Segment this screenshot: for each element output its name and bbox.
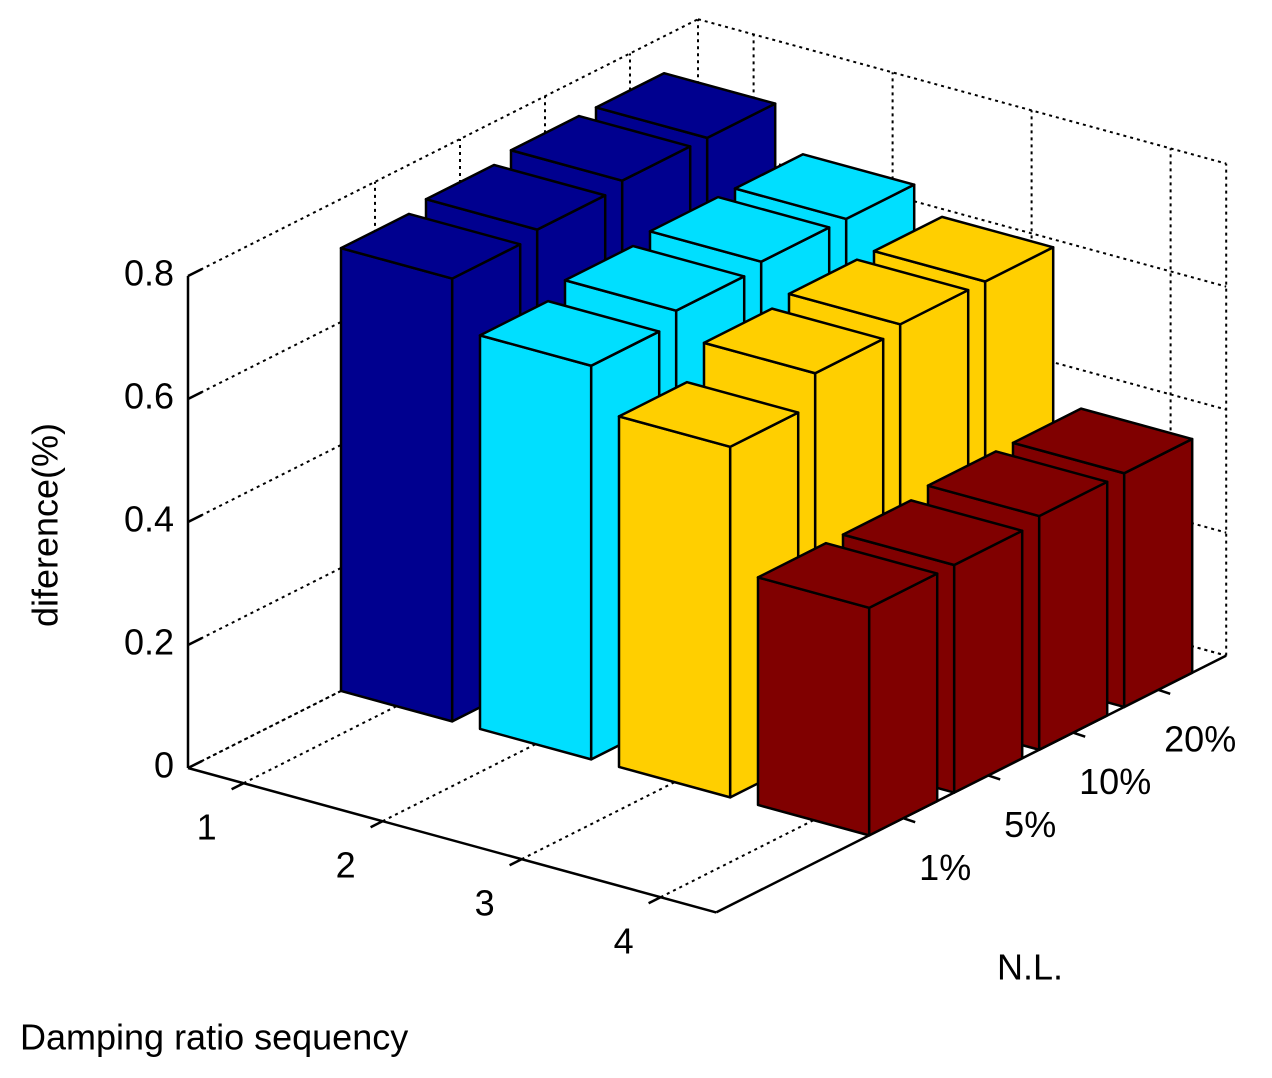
bar-front [617,415,732,799]
y-axis-label: N.L. [997,947,1063,988]
bar-top [1011,407,1194,475]
bar-top [594,71,777,140]
z-tick [187,390,203,401]
bar-side [1122,437,1194,709]
z-tick-label: 0.2 [124,622,174,663]
z-tick-label: 0.4 [124,499,174,540]
z-tick [187,267,203,278]
y-tick-label: 20% [1164,718,1236,759]
x-axis-label: Damping ratio sequency [20,1017,408,1058]
grid-line [697,18,1227,165]
z-tick [187,636,203,647]
y-tick-label: 5% [1004,804,1056,845]
bar-top [509,114,692,182]
bar-front [478,334,593,761]
x-tick-label: 4 [614,921,634,962]
bar-top [563,244,746,312]
z-tick [187,513,203,524]
bar-top [617,380,800,449]
y-tick [902,817,916,824]
bar-front [339,246,454,723]
y-tick-label: 10% [1079,761,1151,802]
bar-top [478,299,661,368]
z-tick [187,759,203,770]
z-tick-label: 0.8 [124,253,174,294]
bar-top [756,541,939,610]
x-axis [187,766,717,914]
bar-side [867,572,939,837]
z-tick-label: 0 [154,745,174,786]
bar-top [648,195,831,263]
x-tick-label: 2 [336,845,356,886]
bar-side [952,529,1024,794]
x-tick [370,820,384,829]
bar-side [1037,480,1109,752]
bar-top [872,215,1055,283]
bar-top [787,258,970,326]
z-tick-label: 0.6 [124,376,174,417]
y-tick-label: 1% [919,847,971,888]
bar-top [702,307,885,375]
x-tick [231,782,245,791]
x-tick-label: 1 [197,807,217,848]
z-axis-label: diference(%) [25,423,66,627]
y-tick [987,774,1001,781]
bar-front [756,576,871,837]
bar-top [926,450,1109,518]
y-tick [1157,688,1171,696]
x-tick [509,858,523,867]
bar-top [424,163,607,231]
x-tick-label: 3 [475,883,495,924]
bar-top [733,153,916,221]
x-tick [648,896,662,905]
bar-top [339,212,522,280]
bar-top [841,499,1024,567]
y-tick [1072,731,1086,738]
